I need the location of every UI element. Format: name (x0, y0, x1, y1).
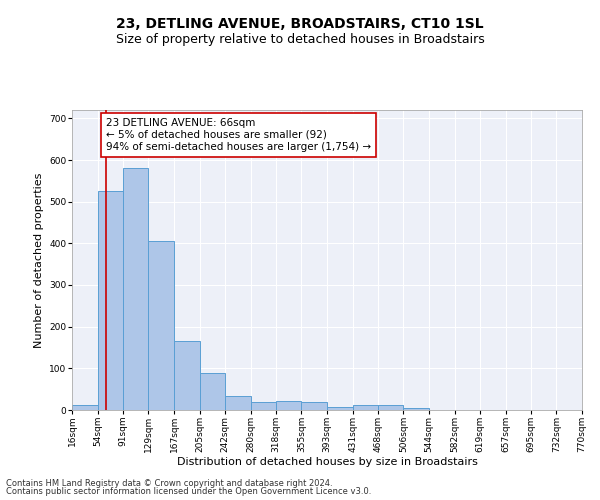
Bar (403, 408, 429, 410)
Bar (301, 402, 327, 410)
Text: Contains HM Land Registry data © Crown copyright and database right 2024.: Contains HM Land Registry data © Crown c… (6, 478, 332, 488)
Bar (225, 396, 251, 410)
Bar (98, 191, 123, 410)
Bar (72, 404, 98, 410)
Y-axis label: Number of detached properties: Number of detached properties (34, 172, 44, 348)
Bar (378, 405, 403, 410)
Bar (276, 401, 301, 410)
Bar (148, 242, 174, 410)
Bar (200, 374, 225, 410)
Text: Size of property relative to detached houses in Broadstairs: Size of property relative to detached ho… (116, 32, 484, 46)
Text: Contains public sector information licensed under the Open Government Licence v3: Contains public sector information licen… (6, 487, 371, 496)
Bar (174, 341, 200, 410)
Text: 23, DETLING AVENUE, BROADSTAIRS, CT10 1SL: 23, DETLING AVENUE, BROADSTAIRS, CT10 1S… (116, 18, 484, 32)
Bar (327, 406, 353, 410)
Bar (353, 405, 378, 410)
Text: 23 DETLING AVENUE: 66sqm
← 5% of detached houses are smaller (92)
94% of semi-de: 23 DETLING AVENUE: 66sqm ← 5% of detache… (106, 118, 371, 152)
Bar (251, 402, 276, 410)
X-axis label: Distribution of detached houses by size in Broadstairs: Distribution of detached houses by size … (176, 458, 478, 468)
Bar (123, 168, 148, 410)
